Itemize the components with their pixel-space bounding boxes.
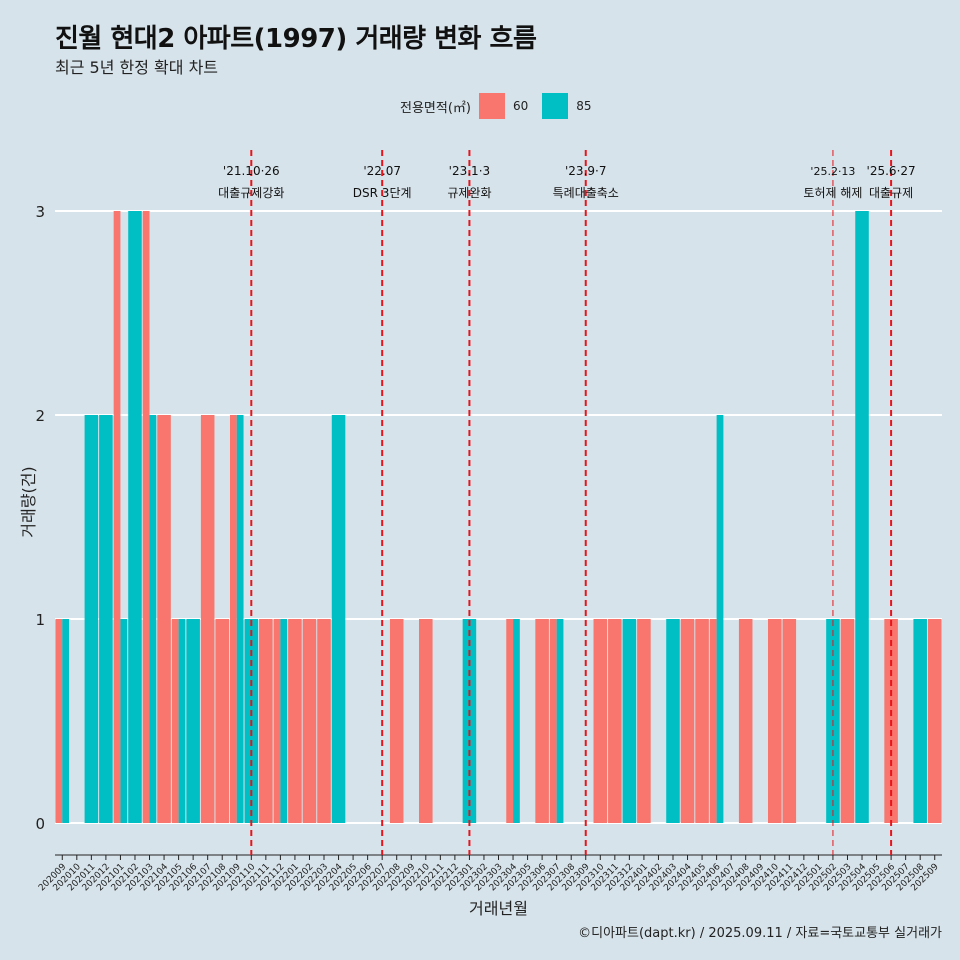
bar-60	[535, 619, 549, 823]
bar-85	[84, 415, 99, 823]
bar-85	[855, 211, 869, 823]
bar-60	[419, 619, 433, 823]
event-date: '23.9·7	[565, 164, 606, 178]
event-date: '25.2·13	[810, 165, 855, 178]
bar-60	[302, 619, 317, 823]
bar-60	[695, 619, 709, 823]
chart-caption: ©디아파트(dapt.kr) / 2025.09.11 / 자료=국토교통부 실…	[578, 926, 942, 941]
bar-60	[157, 415, 171, 823]
bar-60	[55, 619, 63, 823]
bar-85	[99, 415, 113, 823]
bar-85	[556, 619, 564, 823]
bar-60	[215, 619, 229, 823]
legend-label-60: 60	[512, 99, 529, 113]
bar-60	[680, 619, 695, 823]
bar-60	[782, 619, 797, 823]
bar-60	[113, 211, 121, 823]
legend: 전용면적(㎡) 60 85	[400, 93, 606, 119]
bar-85	[128, 211, 142, 823]
event-label: 규제완화	[447, 186, 491, 200]
event-label: 특례대출축소	[553, 186, 619, 200]
bar-60	[593, 619, 608, 823]
bar-60	[288, 619, 302, 823]
bar-85	[236, 415, 244, 823]
legend-swatch-85	[542, 93, 569, 119]
legend-swatch-60	[478, 93, 505, 119]
bar-60	[200, 415, 215, 823]
event-date: '22.07	[363, 164, 401, 178]
event-label: 대출규제	[869, 186, 913, 200]
bar-85	[513, 619, 520, 823]
bar-85	[280, 619, 288, 823]
legend-label-85: 85	[576, 99, 592, 113]
y-axis-title: 거래량(건)	[19, 466, 38, 537]
bar-60	[259, 619, 273, 823]
event-date: '23.1·3	[449, 164, 490, 178]
y-tick-label: 3	[35, 203, 45, 221]
event-label: DSR 3단계	[353, 186, 412, 200]
event-date: '21.10·26	[223, 164, 280, 178]
x-axis-title: 거래년월	[469, 899, 528, 918]
bar-85	[62, 619, 70, 823]
bar-85	[120, 619, 128, 823]
bar-60	[317, 619, 331, 823]
event-label: 대출규제강화	[218, 186, 284, 200]
bar-60	[637, 619, 651, 823]
bar-85	[622, 619, 637, 823]
bar-60	[768, 619, 782, 823]
y-tick-label: 2	[35, 407, 45, 425]
bar-85	[913, 619, 927, 823]
bar-60	[142, 211, 150, 823]
bar-85	[149, 415, 157, 823]
bar-60	[840, 619, 855, 823]
bar-85	[331, 415, 346, 823]
y-tick-label: 0	[35, 815, 45, 833]
bar-85	[178, 619, 186, 823]
bar-60	[608, 619, 622, 823]
bar-60	[273, 619, 281, 823]
bar-60	[171, 619, 179, 823]
bar-60	[506, 619, 514, 823]
bar-85	[716, 415, 724, 823]
bar-85	[186, 619, 200, 823]
event-date: '25.6·27	[867, 164, 916, 178]
event-label: 토허제 해제	[803, 186, 862, 200]
bar-60	[927, 619, 942, 823]
bar-60	[709, 619, 717, 823]
bar-60	[738, 619, 753, 823]
bar-85	[666, 619, 680, 823]
chart-subtitle: 최근 5년 한정 확대 차트	[55, 58, 219, 77]
chart-title: 진월 현대2 아파트(1997) 거래량 변화 흐름	[55, 24, 537, 54]
y-tick-label: 1	[35, 611, 45, 629]
legend-title: 전용면적(㎡)	[400, 100, 471, 116]
bar-60	[229, 415, 237, 823]
bar-60	[549, 619, 557, 823]
bar-60	[389, 619, 404, 823]
